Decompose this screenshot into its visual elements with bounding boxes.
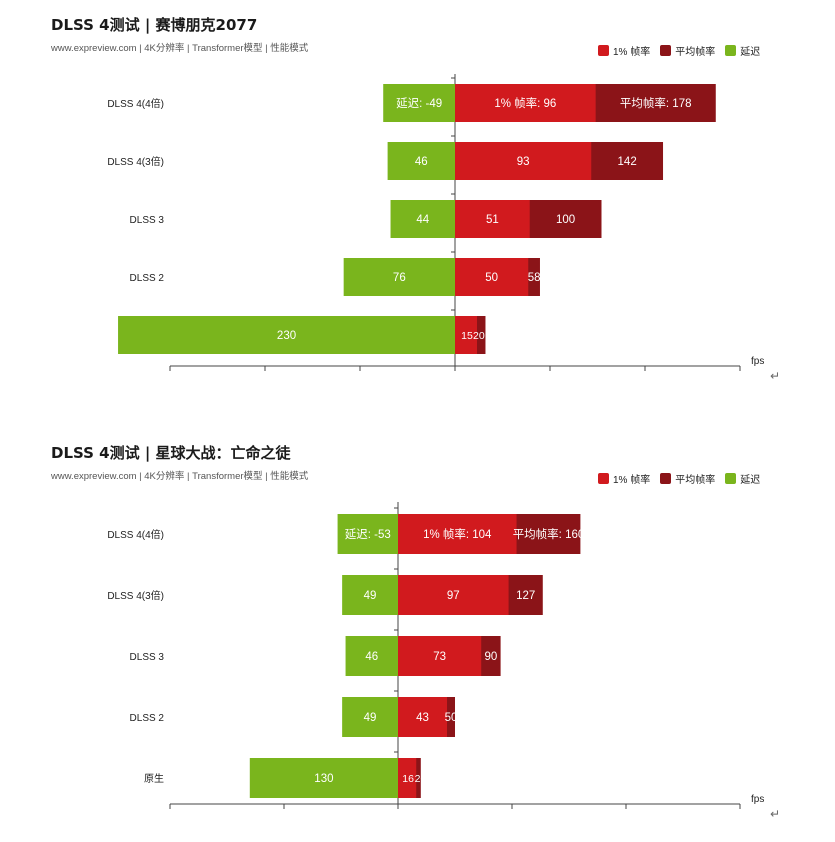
data-label-low1: 97 <box>447 590 460 602</box>
category-label: DLSS 3 <box>130 652 165 663</box>
bar-low1 <box>398 514 517 554</box>
data-label-avg: 平均帧率: 178 <box>620 96 692 110</box>
category-label: DLSS 4(4倍) <box>107 528 164 541</box>
data-label-low1: 16 <box>402 773 414 785</box>
bar-low1 <box>398 758 417 798</box>
legend-swatch-latency <box>725 473 737 484</box>
chart-title: DLSS 4测试 | 赛博朋克2077 <box>51 16 258 34</box>
chart-cyberpunk: DLSS 4测试 | 赛博朋克2077 www.expreview.com | … <box>0 14 835 414</box>
bar-latency <box>118 316 456 354</box>
legend-swatch-low1 <box>598 45 609 56</box>
data-label-latency: 延迟: -49 <box>396 97 442 110</box>
bar-latency <box>345 636 398 676</box>
legend-swatch-low1 <box>598 473 609 484</box>
category-label: DLSS 4(3倍) <box>107 155 164 168</box>
data-label-low1: 1% 帧率: 104 <box>423 527 492 541</box>
legend-label-low1: 1% 帧率 <box>613 475 651 486</box>
chart-subtitle: www.expreview.com | 4K分辨率 | Transformer模… <box>51 43 309 54</box>
return-icon: ↵ <box>770 369 780 383</box>
data-label-low1: 73 <box>433 651 446 663</box>
bar-low1 <box>455 84 596 122</box>
legend-item-low1: 1% 帧率 <box>598 43 650 58</box>
legend-label-low1: 1% 帧率 <box>613 47 651 58</box>
data-label-latency: 44 <box>416 214 429 226</box>
data-label-avg: 平均帧率: 160 <box>513 527 585 541</box>
category-label: DLSS 2 <box>130 273 165 284</box>
data-label-avg: 90 <box>485 651 498 663</box>
legend-label-latency: 延迟 <box>740 47 761 58</box>
data-label-avg: 58 <box>528 272 541 284</box>
legend: 1% 帧率 平均帧率 延迟 <box>598 471 760 486</box>
category-label: DLSS 3 <box>130 215 165 226</box>
data-label-avg: 20.8 <box>473 330 494 342</box>
data-label-latency: 46 <box>415 156 428 168</box>
x-axis-label: fps <box>751 356 764 367</box>
bar-low1 <box>398 697 448 737</box>
legend: 1% 帧率 平均帧率 延迟 <box>598 43 760 58</box>
data-label-latency: 49 <box>364 712 377 724</box>
data-label-latency: 延迟: -53 <box>345 528 391 541</box>
legend-swatch-avg <box>660 473 672 484</box>
plot-area: DLSS 4(4倍) 延迟: -49 1% 帧率: 96 平均帧率: 178 DLSS … <box>107 74 780 383</box>
legend-item-avg: 平均帧率 <box>660 471 715 486</box>
bar-latency <box>343 258 455 296</box>
data-label-latency: 46 <box>365 651 378 663</box>
bar-low1 <box>455 258 529 296</box>
data-label-latency: 130 <box>314 773 333 785</box>
bar-latency <box>249 758 398 798</box>
legend-swatch-latency <box>725 45 737 56</box>
data-label-low1: 1% 帧率: 96 <box>494 96 556 110</box>
category-label: 原生 <box>144 772 164 785</box>
bar-low1 <box>455 200 530 238</box>
data-label-latency: 76 <box>393 272 406 284</box>
legend-swatch-avg <box>660 45 672 56</box>
bar-latency <box>342 697 398 737</box>
bar-low1 <box>455 142 592 180</box>
data-label-avg: 20 <box>415 773 427 785</box>
bar-latency <box>342 575 398 615</box>
data-label-low1: 51 <box>486 214 499 226</box>
data-label-low1: 93 <box>517 156 530 168</box>
legend-item-low1: 1% 帧率 <box>598 471 650 486</box>
data-label-low1: 15 <box>461 330 473 342</box>
plot-area: DLSS 4(4倍) 延迟: -53 1% 帧率: 104 平均帧率: 160 DLSS… <box>107 502 780 821</box>
return-icon: ↵ <box>770 807 780 821</box>
bar-low1 <box>455 316 477 354</box>
legend-item-latency: 延迟 <box>725 43 760 58</box>
bar-low1 <box>398 636 482 676</box>
bar-low1 <box>398 575 509 615</box>
chart-star-wars: DLSS 4测试 | 星球大战：亡命之徒 www.expreview.com |… <box>0 442 835 842</box>
data-label-avg: 142 <box>618 156 637 168</box>
bar-latency <box>387 142 455 180</box>
legend-item-latency: 延迟 <box>725 471 760 486</box>
data-label-latency: 230 <box>277 330 296 342</box>
category-label: DLSS 4(4倍) <box>107 97 164 110</box>
data-label-latency: 49 <box>364 590 377 602</box>
bar-latency <box>383 84 455 122</box>
chart-subtitle: www.expreview.com | 4K分辨率 | Transformer模… <box>51 471 309 482</box>
bar-latency <box>390 200 455 238</box>
x-axis-label: fps <box>751 794 764 805</box>
legend-label-avg: 平均帧率 <box>675 47 716 58</box>
legend-item-avg: 平均帧率 <box>660 43 715 58</box>
legend-label-latency: 延迟 <box>740 475 761 486</box>
data-label-low1: 50 <box>485 272 498 284</box>
data-label-low1: 43 <box>416 712 429 724</box>
chart-title: DLSS 4测试 | 星球大战：亡命之徒 <box>51 444 291 462</box>
bar-latency <box>337 514 398 554</box>
data-label-avg: 100 <box>556 214 575 226</box>
data-label-avg: 50 <box>445 712 458 724</box>
category-label: DLSS 4(3倍) <box>107 589 164 602</box>
legend-label-avg: 平均帧率 <box>675 475 716 486</box>
category-label: DLSS 2 <box>130 713 165 724</box>
data-label-avg: 127 <box>516 590 535 602</box>
